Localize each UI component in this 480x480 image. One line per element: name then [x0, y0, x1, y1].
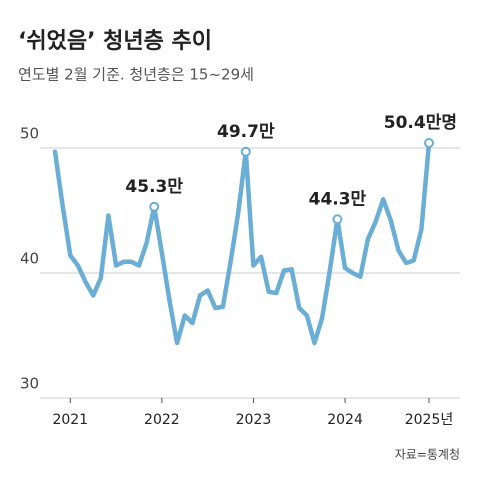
x-tick-label: 2022: [144, 412, 180, 428]
data-label: 50.4만명: [384, 113, 457, 133]
y-tick-label: 50: [20, 125, 39, 143]
line: [52, 140, 432, 346]
data-label: 44.3만: [309, 189, 367, 209]
marker: [240, 146, 251, 157]
y-tick-label: 30: [20, 375, 39, 393]
marker: [332, 214, 343, 225]
chart-subtitle: 연도별 2월 기준. 청년층은 15~29세: [18, 66, 254, 84]
source: 자료=통계청: [395, 448, 460, 462]
x-tick-label: 2025년: [405, 412, 454, 428]
marker: [149, 201, 160, 212]
x-tick-label: 2024: [327, 412, 363, 428]
chart-title: ‘쉬었음’ 청년층 추이: [18, 29, 212, 54]
x-tick-label: 2023: [236, 412, 272, 428]
y-tick-label: 40: [20, 250, 39, 268]
data-label: 45.3만: [125, 177, 183, 197]
data-label: 49.7만: [217, 122, 275, 142]
x-tick-label: 2021: [52, 412, 88, 428]
marker: [424, 138, 434, 148]
